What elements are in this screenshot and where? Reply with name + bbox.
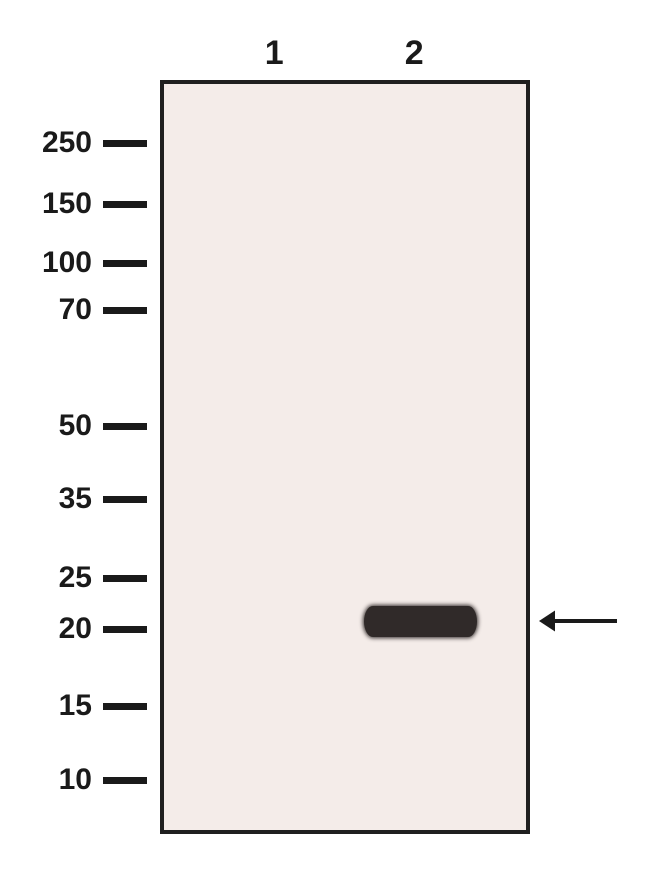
mw-label-35: 35 — [0, 484, 92, 514]
mw-tick-50 — [103, 423, 147, 430]
mw-tick-250 — [103, 140, 147, 147]
lane-1-label: 1 — [265, 36, 284, 70]
blot-membrane-frame — [160, 80, 530, 834]
mw-label-150: 150 — [0, 189, 92, 219]
mw-tick-150 — [103, 201, 147, 208]
mw-label-15: 15 — [0, 691, 92, 721]
mw-tick-35 — [103, 496, 147, 503]
mw-label-70: 70 — [0, 295, 92, 325]
mw-tick-15 — [103, 703, 147, 710]
mw-tick-100 — [103, 260, 147, 267]
mw-label-25: 25 — [0, 563, 92, 593]
mw-tick-20 — [103, 626, 147, 633]
mw-label-10: 10 — [0, 765, 92, 795]
band-lane2-20kda — [364, 606, 477, 637]
mw-label-250: 250 — [0, 128, 92, 158]
mw-tick-25 — [103, 575, 147, 582]
mw-tick-10 — [103, 777, 147, 784]
mw-label-100: 100 — [0, 248, 92, 278]
mw-tick-70 — [103, 307, 147, 314]
figure-canvas: 1 2 250 150 100 70 50 35 25 20 15 10 — [0, 0, 650, 870]
lane-2-label: 2 — [405, 36, 424, 70]
mw-label-50: 50 — [0, 411, 92, 441]
band-indicator-arrow — [538, 604, 619, 638]
mw-label-20: 20 — [0, 614, 92, 644]
